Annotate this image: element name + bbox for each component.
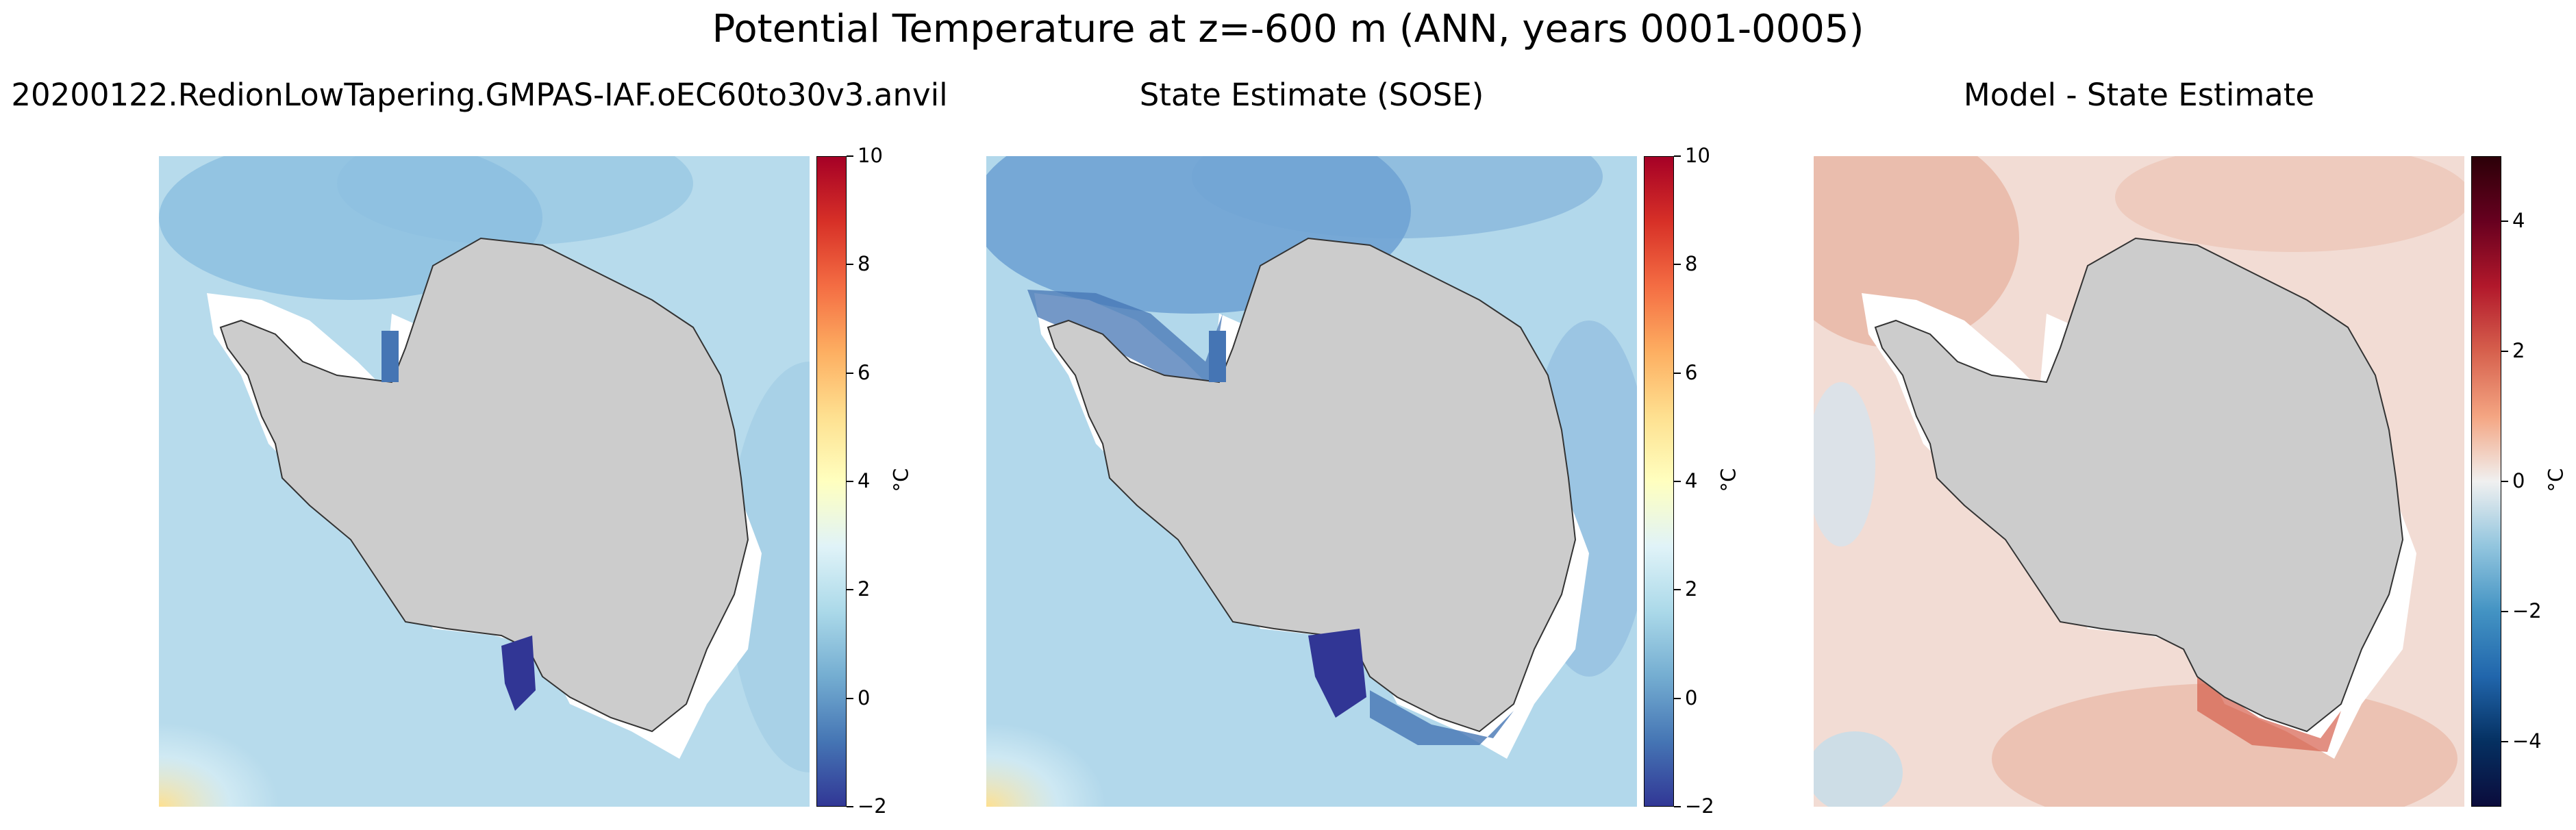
panel-3-colorbar-tick-label: 4 [2512, 209, 2525, 232]
panel-3-colorbar-tick-label: −4 [2512, 729, 2542, 753]
panel-3-map [1814, 156, 2464, 807]
panel-1-map [159, 156, 810, 807]
panel-3-title: Model - State Estimate [1963, 77, 2315, 113]
panel-1-colorbar-tick-label: 4 [858, 469, 871, 492]
panel-3-cool-region-2 [1814, 382, 1875, 546]
panel-1-colorbar-tick-mark [847, 372, 853, 374]
panel-2-colorbar-tick-label: 4 [1685, 469, 1698, 492]
panel-3-colorbar-tick-label: 0 [2512, 469, 2525, 492]
panel-1-antarctica-land [219, 237, 749, 733]
panel-1-colorbar-tick-mark [847, 806, 853, 807]
panel-2-colorbar-bar [1644, 156, 1674, 807]
panel-2-cold-patch-2 [1308, 629, 1366, 718]
panel-1-cool-region-2 [337, 156, 693, 245]
panel-1-colorbar-label: °C [889, 468, 913, 492]
panel-2-colorbar-tick-label: 10 [1685, 144, 1710, 167]
panel-1-colorbar-bar [816, 156, 847, 807]
panel-2-colorbar [1644, 156, 1674, 807]
panel-1-colorbar-tick-label: 6 [858, 360, 871, 384]
panel-3-cool-region [1814, 731, 1903, 807]
panel-3-colorbar-tick-mark [2501, 741, 2508, 742]
panel-1-colorbar-tick-label: 0 [858, 686, 871, 709]
panel-2-cold-margin [1027, 290, 1223, 382]
panel-3-warm-margin [2197, 677, 2341, 752]
panel-1-cool-region-3 [727, 362, 810, 772]
panel-1-colorbar-tick-mark [847, 697, 853, 699]
panel-2-colorbar-tick-label: 8 [1685, 252, 1698, 276]
panel-1-cold-patch-2 [501, 636, 536, 711]
panel-2-colorbar-tick-mark [1674, 155, 1681, 157]
figure-title: Potential Temperature at z=-600 m (ANN, … [712, 7, 1864, 51]
panel-2-colorbar-tick-mark [1674, 589, 1681, 591]
panel-2-colorbar-tick-mark [1674, 806, 1681, 807]
panel-2-colorbar-tick-label: 0 [1685, 686, 1698, 709]
panel-2-colorbar-tick-mark [1674, 372, 1681, 374]
panel-2-map [986, 156, 1637, 807]
panel-2-colorbar-tick-mark [1674, 264, 1681, 266]
panel-2-cold-patch [1209, 331, 1226, 382]
panel-2-cold-margin-2 [1370, 690, 1514, 745]
panel-2-colorbar-tick-label: 6 [1685, 360, 1698, 384]
panel-3-colorbar-label: °C [2544, 468, 2568, 492]
panel-3-colorbar-tick-label: −2 [2512, 599, 2542, 622]
panel-3-warm-region-3 [2115, 156, 2464, 252]
panel-2-title: State Estimate (SOSE) [1139, 77, 1484, 113]
panel-2-colorbar-tick-label: 2 [1685, 577, 1698, 601]
panel-3-colorbar-tick-mark [2501, 611, 2508, 612]
panel-3-colorbar-tick-mark [2501, 351, 2508, 352]
panel-2-antarctica-land [1047, 237, 1577, 733]
panel-1-colorbar-tick-label: 10 [858, 144, 883, 167]
panel-2-colorbar-tick-mark [1674, 481, 1681, 482]
panel-1-colorbar-tick-label: 8 [858, 252, 871, 276]
panel-1-colorbar [816, 156, 847, 807]
panel-1-colorbar-tick-mark [847, 264, 853, 266]
panel-1-colorbar-tick-mark [847, 589, 853, 591]
panel-3-colorbar-tick-mark [2501, 221, 2508, 222]
panel-3-colorbar [2471, 156, 2501, 807]
panel-3-colorbar-bar [2471, 156, 2501, 807]
panel-2-colorbar-tick-mark [1674, 697, 1681, 699]
panel-2-colorbar-label: °C [1716, 468, 1740, 492]
panel-3-colorbar-tick-mark [2501, 481, 2508, 482]
panel-3-antarctica-land [1874, 237, 2404, 733]
panel-1-title: 20200122.RedionLowTapering.GMPAS-IAF.oEC… [11, 77, 948, 113]
panel-3-colorbar-tick-label: 2 [2512, 339, 2525, 362]
panel-1-cold-patch [382, 331, 399, 382]
panel-2-cool-region-2 [1192, 156, 1603, 238]
panel-1-colorbar-tick-label: −2 [858, 794, 887, 818]
panel-2-colorbar-tick-label: −2 [1685, 794, 1714, 818]
panel-1-colorbar-tick-mark [847, 481, 853, 482]
panel-1-colorbar-tick-mark [847, 155, 853, 157]
panel-1-colorbar-tick-label: 2 [858, 577, 871, 601]
